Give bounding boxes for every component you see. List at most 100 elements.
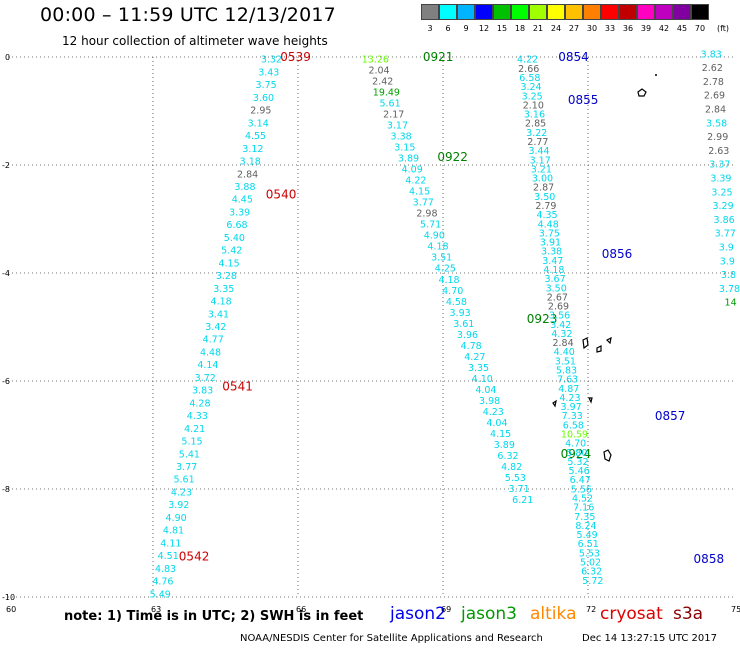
swh-value-cryosat-0: 3.32: [261, 55, 282, 66]
swh-value-cryosat-20: 3.41: [208, 309, 229, 320]
legend-altika: altika: [530, 604, 577, 624]
swh-value-cryosat-8: 3.18: [240, 157, 261, 168]
swh-value-jason2-6: 3.16: [524, 110, 545, 121]
swh-value-edge-9: 3.39: [710, 174, 731, 185]
footer-note: note: 1) Time is in UTC; 2) SWH is in fe…: [64, 609, 364, 624]
time-label-jason3-0: 0921: [423, 50, 454, 64]
swh-value-edge-4: 2.84: [705, 105, 726, 116]
swh-value-jason2-35: 7.63: [557, 375, 578, 386]
swh-value-jason3-6: 3.17: [387, 121, 408, 132]
island-outline-3: [552, 399, 557, 408]
swh-value-cryosat-40: 4.83: [155, 564, 176, 575]
swh-value-jason2-3: 3.24: [520, 82, 541, 93]
swh-value-jason2-10: 3.44: [528, 146, 549, 157]
scale-swatch-33: [601, 4, 619, 20]
swh-value-cryosat-10: 3.88: [234, 182, 255, 193]
scale-swatch-3: [421, 4, 439, 20]
swh-value-jason3-25: 3.96: [457, 330, 478, 341]
swh-value-cryosat-15: 5.42: [221, 246, 242, 257]
swh-value-jason3-37: 4.82: [501, 462, 522, 473]
swh-value-edge-7: 2.63: [708, 146, 729, 157]
swh-value-jason2-26: 2.67: [547, 292, 568, 303]
swh-value-cryosat-25: 3.72: [195, 373, 216, 384]
swh-value-jason3-34: 4.15: [490, 429, 511, 440]
scale-label-30: 30: [586, 24, 598, 33]
swh-value-cryosat-13: 6.68: [226, 220, 247, 231]
swh-value-cryosat-27: 4.28: [189, 398, 210, 409]
swh-value-jason2-32: 4.40: [554, 347, 575, 358]
time-label-cryosat-1: 0540: [266, 188, 297, 202]
scale-swatch-15: [493, 4, 511, 20]
swh-value-cryosat-2: 3.75: [256, 80, 277, 91]
swh-value-jason2-29: 3.42: [550, 320, 571, 331]
swh-value-jason3-38: 5.53: [505, 473, 526, 484]
scale-swatch-21: [529, 4, 547, 20]
swh-value-jason2-16: 2.79: [535, 201, 556, 212]
swh-value-cryosat-35: 3.92: [168, 500, 189, 511]
swh-value-edge-0: 3.83: [701, 49, 722, 60]
time-label-jason3-3: 0924: [561, 447, 592, 461]
swh-value-jason3-9: 3.89: [398, 154, 419, 165]
lon-tick-69: 69: [441, 605, 451, 614]
lon-tick-60: 60: [6, 605, 16, 614]
swh-value-edge-10: 3.25: [711, 187, 732, 198]
swh-value-cryosat-19: 4.18: [211, 297, 232, 308]
lat-tick--8: -8: [2, 485, 10, 494]
swh-value-jason2-38: 3.97: [561, 402, 582, 413]
swh-value-jason2-30: 4.32: [551, 329, 572, 340]
swh-value-jason2-37: 4.23: [559, 393, 580, 404]
scale-label-42: 42: [658, 24, 670, 33]
island-outline-4: [588, 397, 593, 404]
scale-label-36: 36: [622, 24, 634, 33]
swh-value-cryosat-34: 4.23: [171, 487, 192, 498]
swh-value-jason2-27: 2.69: [548, 302, 569, 313]
swh-value-jason2-18: 4.48: [538, 219, 559, 230]
swh-value-edge-1: 2.62: [702, 63, 723, 74]
island-outline-1: [596, 345, 602, 353]
swh-value-jason2-53: 6.51: [578, 539, 599, 550]
lat-tick-0: 0: [5, 53, 10, 62]
swh-value-jason2-39: 7.33: [562, 411, 583, 422]
swh-value-jason3-10: 4.09: [402, 165, 423, 176]
swh-value-jason2-25: 3.50: [546, 283, 567, 294]
island-dot-0: [655, 74, 657, 76]
swh-value-jason2-12: 3.21: [531, 164, 552, 175]
swh-value-jason2-17: 4.35: [536, 210, 557, 221]
swh-value-jason2-22: 3.47: [542, 256, 563, 267]
swh-value-jason2-50: 7.35: [574, 512, 595, 523]
island-outline-6: [582, 337, 589, 350]
swh-value-jason2-24: 3.67: [544, 274, 565, 285]
swh-value-jason3-30: 4.04: [475, 385, 496, 396]
lon-tick-63: 63: [151, 605, 161, 614]
page-subtitle: 12 hour collection of altimeter wave hei…: [62, 34, 328, 48]
scale-swatch-45: [673, 4, 691, 20]
scale-swatch-36: [619, 4, 637, 20]
swh-value-jason3-1: 2.04: [368, 66, 389, 77]
swh-value-jason2-14: 2.87: [533, 183, 554, 194]
swh-value-jason3-20: 4.18: [438, 275, 459, 286]
swh-value-jason3-36: 6.32: [497, 451, 518, 462]
swh-value-jason3-0: 13.26: [362, 55, 389, 66]
swh-value-edge-11: 3.29: [712, 201, 733, 212]
lat-tick--6: -6: [2, 377, 10, 386]
swh-value-cryosat-17: 3.28: [216, 271, 237, 282]
swh-value-jason2-1: 2.66: [518, 64, 539, 75]
scale-label-24: 24: [550, 24, 562, 33]
swh-value-jason3-12: 4.15: [409, 187, 430, 198]
swh-value-cryosat-21: 3.42: [205, 322, 226, 333]
swh-value-jason2-52: 5.49: [577, 530, 598, 541]
legend-cryosat: cryosat: [600, 604, 663, 624]
swh-value-jason2-23: 4.18: [543, 265, 564, 276]
swh-value-jason3-18: 3.51: [431, 253, 452, 264]
swh-value-cryosat-24: 4.14: [197, 360, 218, 371]
swh-value-jason3-5: 2.17: [383, 110, 404, 121]
time-label-cryosat-2: 0541: [222, 379, 253, 393]
swh-value-jason2-8: 3.22: [526, 128, 547, 139]
swh-value-jason2-20: 3.91: [540, 238, 561, 249]
scale-unit-label: (ft): [716, 24, 730, 33]
scale-swatch-18: [511, 4, 529, 20]
swh-value-jason3-11: 4.22: [405, 176, 426, 187]
scale-label-12: 12: [478, 24, 490, 33]
generated-timestamp: Dec 14 13:27:15 UTC 2017: [582, 633, 717, 644]
